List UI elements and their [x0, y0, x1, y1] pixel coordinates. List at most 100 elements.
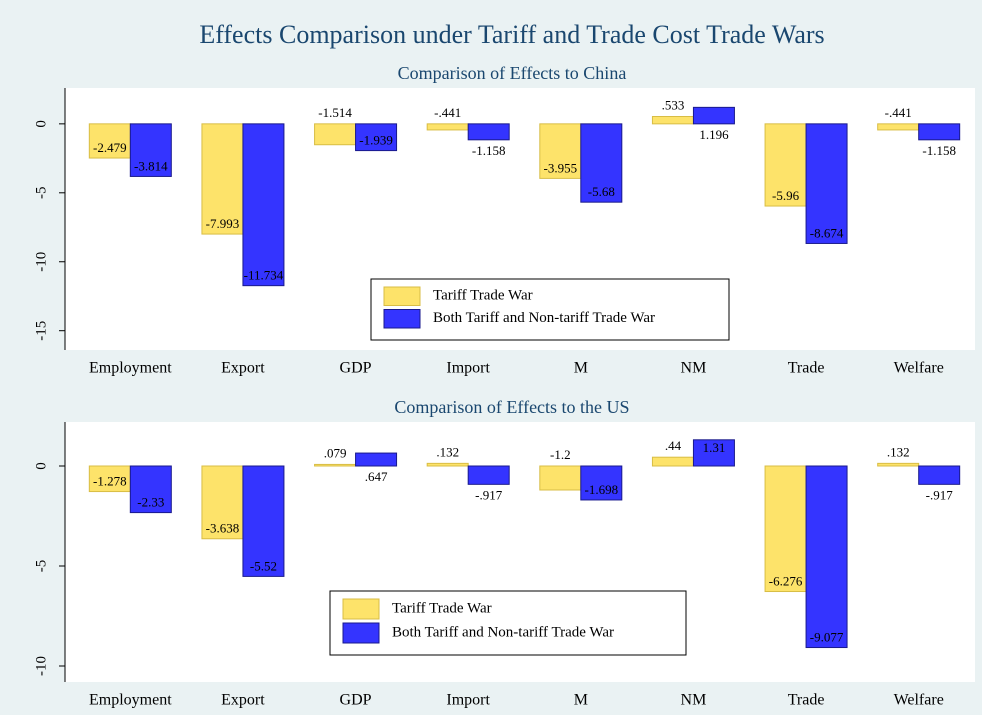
bar — [426, 123, 469, 131]
chart-subtitle: Comparison of Effects to the US — [394, 397, 629, 417]
legend-label: Tariff Trade War — [392, 600, 492, 616]
chart-subtitle: Comparison of Effects to China — [398, 63, 627, 83]
legend-box — [329, 590, 687, 656]
bar — [918, 465, 961, 485]
x-tick-label: Trade — [788, 692, 825, 709]
bar — [580, 123, 623, 203]
y-tick-label: -15 — [33, 321, 49, 341]
bar — [877, 462, 920, 467]
value-label: 1.31 — [703, 440, 726, 455]
x-tick-label: GDP — [340, 360, 372, 377]
bar — [88, 465, 131, 493]
x-tick-label: Welfare — [894, 692, 944, 709]
value-label: -7.993 — [206, 216, 240, 231]
x-tick-label: Employment — [89, 360, 172, 377]
bar — [764, 465, 807, 593]
value-label: -5.52 — [250, 558, 277, 573]
value-label: -1.698 — [585, 482, 619, 497]
value-label: -11.734 — [244, 268, 284, 283]
legend-label: Both Tariff and Non-tariff Trade War — [392, 624, 614, 640]
x-tick-label: Export — [221, 360, 265, 377]
x-tick-label: Employment — [89, 692, 172, 709]
bar — [314, 123, 357, 146]
bar — [201, 465, 244, 540]
y-tick-label: 0 — [33, 120, 49, 128]
bar — [805, 465, 848, 649]
value-label: -8.674 — [810, 225, 844, 240]
value-label: -3.955 — [544, 160, 578, 175]
legend-swatch — [342, 622, 380, 644]
value-label: -1.2 — [550, 447, 571, 462]
x-tick-label: M — [574, 692, 588, 709]
bar — [651, 116, 694, 125]
value-label: .079 — [324, 445, 347, 460]
bar — [426, 462, 469, 467]
value-label: .647 — [365, 469, 388, 484]
bar — [242, 465, 285, 577]
x-tick-label: M — [574, 360, 588, 377]
figure-title: Effects Comparison under Tariff and Trad… — [199, 20, 824, 49]
value-label: -6.276 — [769, 574, 803, 589]
bar — [355, 452, 398, 467]
bar — [651, 456, 694, 467]
value-label: -1.939 — [359, 133, 393, 148]
value-label: -.917 — [475, 487, 503, 502]
bar — [877, 123, 920, 131]
legend-label: Tariff Trade War — [433, 288, 533, 304]
bar — [88, 123, 131, 159]
bar — [692, 439, 735, 467]
value-label: -5.68 — [588, 184, 615, 199]
value-label: -.441 — [885, 105, 912, 120]
value-label: -1.158 — [472, 143, 506, 158]
x-tick-label: GDP — [340, 692, 372, 709]
value-label: -3.814 — [134, 158, 168, 173]
legend-box — [370, 278, 730, 341]
value-label: -1.514 — [318, 105, 352, 120]
bar — [129, 123, 172, 177]
bar — [764, 123, 807, 207]
legend-swatch — [383, 286, 421, 306]
value-label: -2.479 — [93, 140, 127, 155]
value-label: -.917 — [926, 487, 954, 502]
bar — [355, 123, 398, 152]
value-label: -1.278 — [93, 474, 127, 489]
x-tick-label: Welfare — [894, 360, 944, 377]
value-label: -3.638 — [206, 521, 240, 536]
legend-swatch — [383, 309, 421, 329]
bar — [467, 465, 510, 485]
bar — [918, 123, 961, 141]
value-label: -2.33 — [137, 495, 164, 510]
value-label: .44 — [665, 438, 682, 453]
bar — [580, 465, 623, 501]
legend-swatch — [342, 598, 380, 620]
x-tick-label: Import — [446, 360, 490, 377]
value-label: .132 — [887, 444, 910, 459]
legend-label: Both Tariff and Non-tariff Trade War — [433, 310, 655, 326]
value-label: -.441 — [434, 105, 461, 120]
x-tick-label: NM — [681, 692, 707, 709]
bar — [129, 465, 172, 514]
y-tick-label: -10 — [33, 252, 49, 272]
bar — [314, 463, 357, 467]
y-tick-label: -10 — [33, 656, 49, 676]
y-tick-label: 0 — [33, 462, 49, 470]
x-tick-label: Import — [446, 692, 490, 709]
value-label: -5.96 — [772, 188, 800, 203]
value-label: 1.196 — [699, 127, 729, 142]
y-tick-label: -5 — [33, 560, 49, 573]
x-tick-label: NM — [681, 360, 707, 377]
bar — [467, 123, 510, 141]
x-tick-label: Export — [221, 692, 265, 709]
value-label: -9.077 — [810, 630, 844, 645]
bar — [805, 123, 848, 244]
y-tick-label: -5 — [33, 187, 49, 200]
value-label: .132 — [436, 444, 459, 459]
value-label: .533 — [662, 97, 685, 112]
bar — [539, 465, 582, 491]
bar — [692, 106, 735, 125]
bar — [242, 123, 285, 287]
x-tick-label: Trade — [788, 360, 825, 377]
bar — [539, 123, 582, 179]
value-label: -1.158 — [922, 143, 956, 158]
